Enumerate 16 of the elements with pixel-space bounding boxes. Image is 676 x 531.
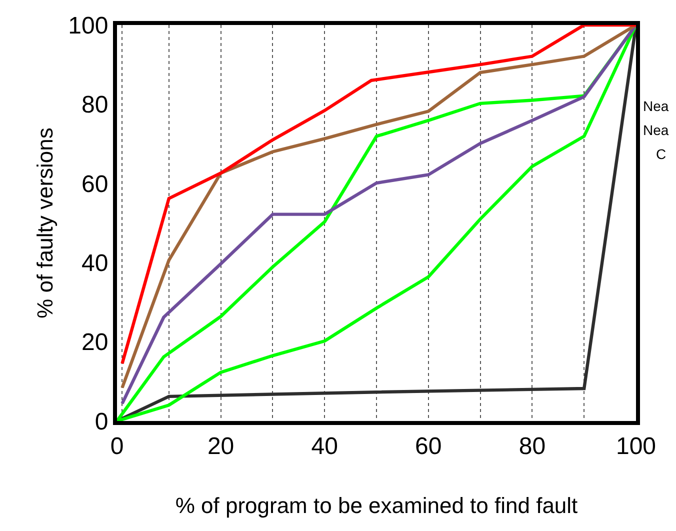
text: Nea [643, 122, 669, 138]
x-tick-label: 60 [415, 432, 442, 460]
y-tick-label: 80 [81, 92, 108, 119]
text: C [656, 146, 666, 162]
y-axis-title: % of faulty versions [32, 128, 58, 318]
y-tick-label: 40 [81, 250, 108, 277]
x-axis-title: % of program to be examined to find fault [175, 493, 578, 518]
x-tick-label: 80 [518, 432, 546, 460]
y-tick-label: 20 [81, 329, 108, 356]
y-tick-label: 100 [68, 12, 108, 40]
x-tick-label: 20 [207, 432, 234, 460]
x-tick-label: 40 [311, 432, 338, 460]
text: Nea [643, 98, 669, 114]
y-tick-label: 0 [94, 408, 108, 436]
y-tick-label: 60 [81, 170, 108, 198]
x-tick-label: 100 [616, 432, 656, 460]
